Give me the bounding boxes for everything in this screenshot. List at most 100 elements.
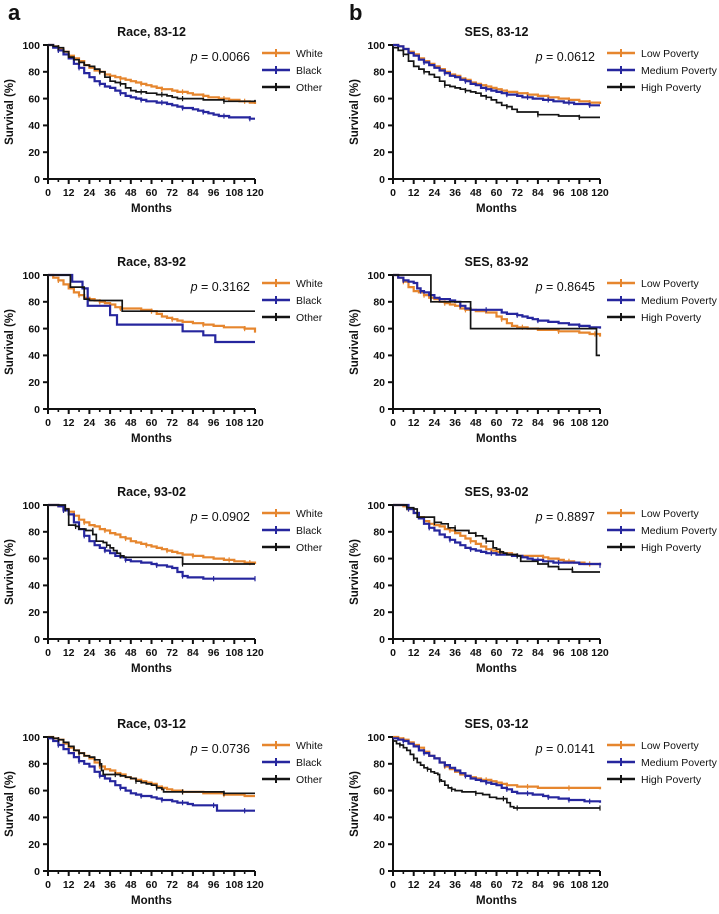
x-tick-label: 108 [226,417,244,429]
legend-label: White [296,48,323,60]
x-tick-label: 24 [84,417,96,429]
x-tick-label: 108 [226,647,244,659]
legend-item-white: White [262,278,323,290]
y-tick-label: 40 [373,812,385,824]
series-other [48,736,255,795]
x-tick-label: 48 [470,879,482,891]
x-tick-label: 108 [226,879,244,891]
y-tick-label: 100 [367,732,385,744]
x-axis-title: Months [131,433,172,445]
legend-label: Other [296,312,323,324]
y-axis-title: Survival (%) [4,539,16,605]
series-high-poverty [393,740,600,809]
x-axis-title: Months [131,895,172,907]
panel-letter-a: a [8,0,21,25]
legend-label: Low Poverty [641,508,700,520]
axis-spines [392,736,600,872]
x-tick-label: 72 [166,187,178,199]
series-white [48,43,257,104]
y-tick-label: 80 [373,297,385,309]
x-tick-label: 120 [246,187,264,199]
y-tick-label: 40 [28,580,40,592]
p-value-label: p = 0.0612 [535,50,595,64]
legend-label: Medium Poverty [641,65,718,77]
series-black [48,737,255,812]
legend-label: White [296,508,323,520]
x-tick-label: 12 [63,417,75,429]
x-tick-label: 72 [511,879,523,891]
y-tick-label: 60 [28,785,40,797]
x-axis-title: Months [131,203,172,215]
legend-item-black: Black [262,757,322,769]
x-tick-label: 12 [408,417,420,429]
x-axis-title: Months [131,663,172,675]
x-tick-label: 84 [187,417,199,429]
x-tick-label: 108 [571,417,589,429]
y-tick-label: 20 [373,377,385,389]
y-tick-label: 100 [22,500,40,512]
y-axis-title: Survival (%) [349,79,361,145]
x-tick-label: 84 [532,879,544,891]
x-tick-label: 84 [187,879,199,891]
legend-label: High Poverty [641,542,702,554]
x-tick-label: 48 [125,647,137,659]
x-tick-label: 108 [571,647,589,659]
y-tick-label: 0 [34,866,40,878]
y-tick-label: 40 [28,350,40,362]
y-tick-label: 60 [28,323,40,335]
x-tick-label: 36 [104,417,116,429]
x-tick-label: 84 [532,187,544,199]
y-axis-title: Survival (%) [349,309,361,375]
p-value-label: p = 0.0141 [535,742,595,756]
x-tick-label: 0 [390,187,396,199]
x-tick-label: 24 [429,187,441,199]
panel-ses-03-12: SES, 03-12 p = 0.0141 0 20 40 60 80 100 0 12 24 36 4… [349,717,718,907]
x-tick-label: 0 [390,417,396,429]
legend-item-black: Black [262,65,322,77]
series-other [48,274,255,313]
x-tick-label: 60 [491,187,503,199]
x-tick-label: 120 [591,417,609,429]
legend-item-white: White [262,740,323,752]
legend-label: High Poverty [641,82,702,94]
y-tick-label: 0 [379,404,385,416]
x-tick-label: 0 [45,647,51,659]
legend-label: Black [296,525,322,537]
x-tick-label: 96 [553,647,565,659]
y-tick-label: 60 [373,553,385,565]
y-tick-label: 0 [379,866,385,878]
y-tick-label: 40 [28,812,40,824]
panel-ses-83-92: SES, 83-92 p = 0.8645 0 20 40 60 80 100 0 12 24 36 4… [349,255,718,445]
x-tick-label: 120 [591,879,609,891]
p-value-label: p = 0.8897 [535,510,595,524]
y-tick-label: 20 [373,607,385,619]
x-tick-label: 48 [470,187,482,199]
y-tick-label: 20 [28,147,40,159]
y-tick-label: 100 [367,40,385,52]
y-tick-label: 80 [28,297,40,309]
x-tick-label: 0 [45,417,51,429]
x-tick-label: 24 [84,187,96,199]
p-value-label: p = 0.3162 [190,280,250,294]
y-axis-title: Survival (%) [349,539,361,605]
x-tick-label: 60 [491,417,503,429]
legend-label: Black [296,65,322,77]
y-tick-label: 100 [22,40,40,52]
p-value-label: p = 0.0736 [190,742,250,756]
y-tick-label: 20 [28,839,40,851]
panel-title: SES, 03-12 [465,717,529,731]
x-tick-label: 120 [591,187,609,199]
panel-letter-b: b [349,0,363,25]
y-tick-label: 40 [373,120,385,132]
x-tick-label: 72 [166,879,178,891]
y-tick-label: 60 [28,93,40,105]
y-tick-label: 100 [22,732,40,744]
y-tick-label: 80 [28,67,40,79]
x-tick-label: 24 [84,879,96,891]
legend-label: High Poverty [641,312,702,324]
x-tick-label: 72 [166,647,178,659]
series-other [48,44,256,103]
x-tick-label: 60 [491,879,503,891]
panel-title: Race, 93-02 [117,485,186,499]
x-tick-label: 0 [45,879,51,891]
